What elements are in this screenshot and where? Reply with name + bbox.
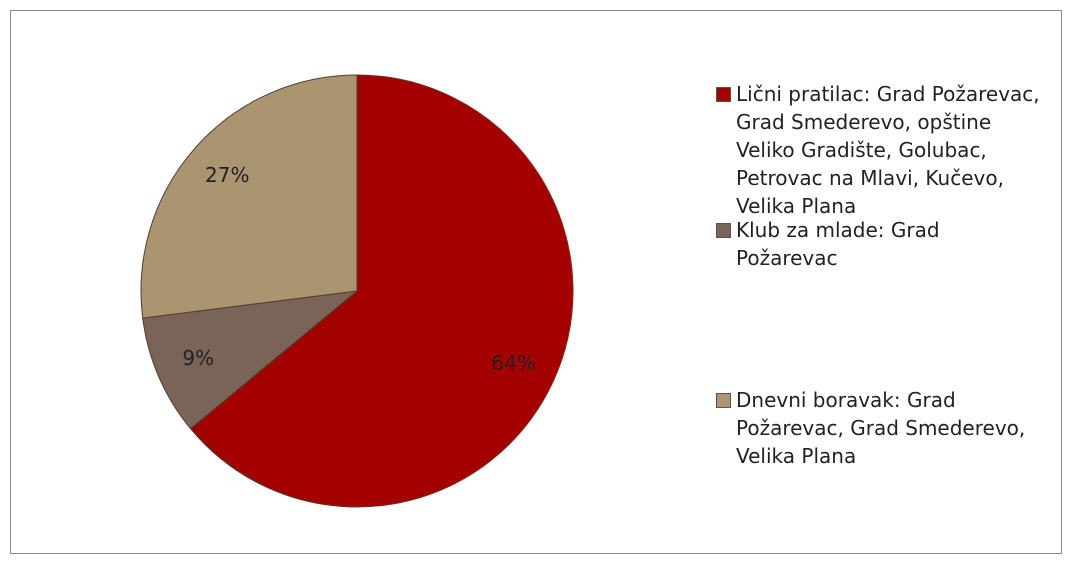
pie-slice xyxy=(189,74,574,508)
legend-label: Klub za mlade: Grad Požarevac xyxy=(736,218,940,270)
legend-label: Dnevni boravak: Grad Požarevac, Grad Sme… xyxy=(736,388,1026,468)
legend-label: Lični pratilac: Grad Požarevac, Grad Sme… xyxy=(736,82,1040,218)
legend-entry: Lični pratilac: Grad Požarevac, Grad Sme… xyxy=(716,80,1046,220)
legend-entry: Dnevni boravak: Grad Požarevac, Grad Sme… xyxy=(716,386,1046,470)
data-label: 64% xyxy=(491,351,535,375)
chart-frame xyxy=(10,10,1062,554)
data-label: 9% xyxy=(182,346,214,370)
pie-slice xyxy=(140,74,358,319)
legend-swatch xyxy=(716,87,731,102)
legend-entry: Klub za mlade: Grad Požarevac xyxy=(716,216,1046,272)
legend-swatch xyxy=(716,393,731,408)
data-label: 27% xyxy=(205,163,249,187)
pie-slice xyxy=(142,290,359,430)
legend-swatch xyxy=(716,223,731,238)
